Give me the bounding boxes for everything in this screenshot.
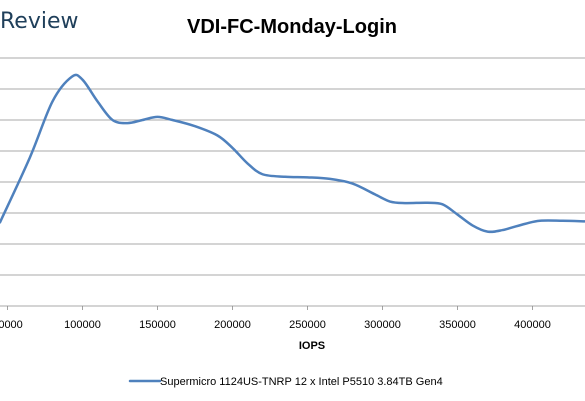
x-tick-label: 50000 [0,319,23,331]
x-tick-label: 150000 [139,319,176,331]
x-axis-ticks: 50000 100000 150000 200000 250000 300000 35000… [0,306,551,331]
x-tick-label: 250000 [289,319,326,331]
gridlines [0,57,585,307]
series-line [0,73,585,234]
legend-label: Supermicro 1124US-TNRP 12 x Intel P5510 … [160,376,443,388]
brand-logo: Review [0,9,79,34]
legend[interactable]: Supermicro 1124US-TNRP 12 x Intel P5510 … [128,376,443,388]
x-tick-label: 400000 [514,319,551,331]
x-tick-label: 200000 [214,319,251,331]
x-tick-label: 100000 [64,319,101,331]
x-tick-label: 350000 [439,319,476,331]
x-tick-label: 300000 [364,319,401,331]
x-axis-title: IOPS [299,340,325,352]
series-layer [0,73,585,234]
chart-title: VDI-FC-Monday-Login [187,16,397,38]
